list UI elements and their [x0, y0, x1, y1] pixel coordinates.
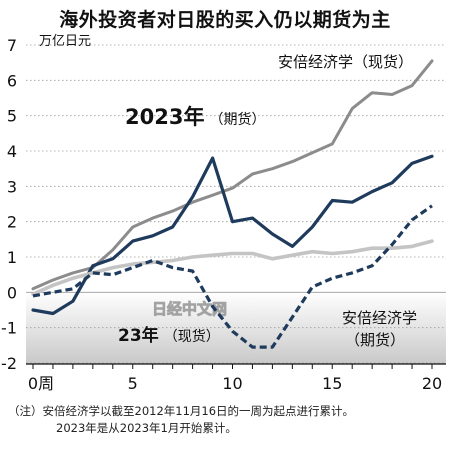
x-tick-label: 10 [222, 374, 242, 393]
series-line [31, 59, 434, 291]
y-tick-label: 5 [7, 107, 17, 126]
series-line [32, 204, 433, 349]
y-tick-label: 2 [7, 213, 17, 232]
watermark: 日经中文网 [152, 300, 227, 318]
y-tick-label: -2 [1, 354, 17, 373]
y-axis-ticks: 7 6 5 4 3 2 1 0 -1 -2 [1, 36, 17, 373]
label-abe-futures-line2: （期货） [345, 331, 405, 349]
label-23-spot-suffix: （现货） [164, 328, 220, 345]
y-tick-label: 3 [7, 177, 17, 196]
x-axis: 0周 5 10 15 20 [26, 363, 446, 393]
series-line [31, 154, 434, 316]
label-23-spot: 23年 （现货） [118, 325, 220, 346]
series-lines [31, 59, 434, 349]
x-tick-label: 20 [422, 374, 442, 393]
footnote-line-1: （注）安倍经济学以截至2012年11月16日的一周为起点进行累计。 [8, 404, 355, 418]
y-tick-label: 7 [7, 36, 17, 55]
x-tick-label: 5 [128, 374, 138, 393]
y-tick-label: 0 [7, 283, 17, 302]
label-23-spot-year: 23年 [118, 325, 159, 346]
negative-region [26, 292, 446, 364]
label-2023-futures: 2023年 （期货） [125, 105, 266, 129]
x-tick-label: 0周 [28, 374, 54, 393]
unit-label: 万亿日元 [39, 34, 91, 49]
x-tick-label: 15 [322, 374, 342, 393]
series-line [31, 239, 434, 296]
label-2023-futures-year: 2023年 [125, 105, 204, 129]
y-tick-label: 4 [7, 142, 17, 161]
footnote-line-2: 2023年是从2023年1月开始累计。 [56, 421, 237, 435]
label-abe-futures-line1: 安倍经济学 [342, 309, 417, 327]
chart-title: 海外投资者对日股的买入仍以期货为主 [59, 9, 391, 31]
y-tick-label: 6 [7, 71, 17, 90]
label-2023-futures-suffix: （期货） [210, 111, 266, 128]
y-tick-label: 1 [7, 248, 17, 267]
y-tick-label: -1 [1, 319, 17, 338]
label-abe-spot: 安倍经济学（现货） [278, 53, 413, 71]
gridlines [26, 44, 446, 364]
